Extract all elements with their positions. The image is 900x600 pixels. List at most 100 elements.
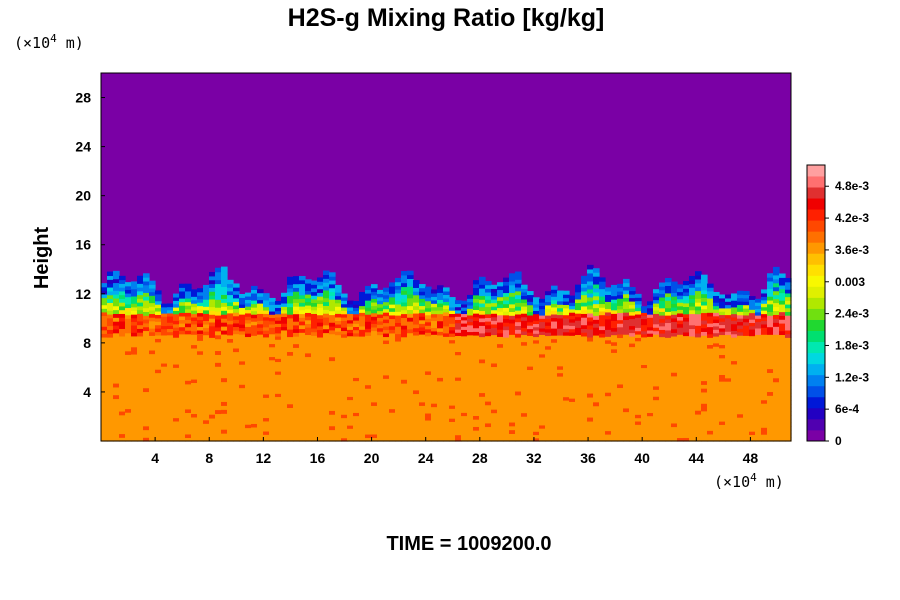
heatmap-cell: [149, 313, 156, 318]
heatmap-cell: [719, 397, 726, 402]
heatmap-cell: [317, 411, 324, 416]
heatmap-cell: [479, 396, 486, 401]
heatmap-cell: [203, 426, 210, 431]
heatmap-cell: [287, 332, 294, 338]
heatmap-cell: [149, 335, 156, 340]
heatmap-cell: [689, 392, 696, 397]
heatmap-cell: [479, 343, 486, 349]
heatmap-cell: [599, 318, 606, 323]
heatmap-cell: [161, 381, 168, 386]
heatmap-cell: [389, 336, 396, 341]
heatmap-cell: [137, 343, 144, 348]
heatmap-cell: [533, 339, 540, 344]
heatmap-cell: [107, 306, 114, 311]
heatmap-cell: [293, 396, 300, 401]
heatmap-cell: [143, 437, 150, 442]
heatmap-cell: [671, 357, 678, 362]
heatmap-cell: [317, 414, 324, 420]
heatmap-cell: [323, 382, 330, 388]
heatmap-cell: [257, 347, 264, 352]
heatmap-cell: [467, 427, 474, 432]
heatmap-cell: [191, 427, 198, 432]
heatmap-cell: [437, 391, 444, 396]
heatmap-cell: [635, 347, 642, 352]
heatmap-cell: [707, 423, 714, 428]
heatmap-cell: [587, 272, 594, 278]
heatmap-cell: [125, 412, 132, 417]
heatmap-cell: [269, 385, 276, 390]
heatmap-cell: [551, 380, 558, 386]
heatmap-cell: [737, 341, 744, 346]
heatmap-cell: [413, 338, 420, 343]
heatmap-cell: [287, 276, 294, 282]
heatmap-cell: [311, 349, 318, 355]
heatmap-cell: [497, 314, 504, 319]
heatmap-cell: [671, 288, 678, 294]
heatmap-cell: [419, 344, 426, 349]
heatmap-cell: [605, 385, 612, 390]
heatmap-cell: [371, 287, 378, 292]
heatmap-cell: [239, 434, 246, 439]
heatmap-cell: [485, 415, 492, 420]
heatmap-cell: [275, 383, 282, 388]
heatmap-cell: [719, 427, 726, 432]
heatmap-cell: [293, 298, 300, 303]
heatmap-cell: [179, 305, 186, 310]
heatmap-cell: [461, 319, 468, 324]
heatmap-cell: [653, 327, 660, 332]
heatmap-cell: [317, 433, 324, 438]
heatmap-cell: [323, 309, 330, 314]
heatmap-cell: [371, 437, 378, 442]
heatmap-cell: [545, 311, 552, 316]
heatmap-cell: [407, 336, 414, 341]
heatmap-cell: [689, 373, 696, 378]
heatmap-cell: [143, 425, 150, 431]
heatmap-cell: [719, 351, 726, 356]
heatmap-cell: [275, 393, 282, 398]
heatmap-cell: [101, 358, 108, 363]
heatmap-cell: [311, 335, 318, 340]
heatmap-cell: [287, 343, 294, 349]
heatmap-cell: [575, 316, 582, 321]
heatmap-cell: [359, 336, 366, 340]
heatmap-cell: [455, 412, 462, 416]
heatmap-cell: [269, 424, 276, 429]
heatmap-cell: [689, 380, 696, 386]
heatmap-cell: [695, 402, 702, 407]
heatmap-cell: [527, 389, 534, 394]
heatmap-cell: [431, 303, 438, 308]
heatmap-cell: [521, 433, 528, 439]
heatmap-cell: [479, 340, 486, 345]
heatmap-cell: [677, 437, 684, 442]
heatmap-cell: [623, 382, 630, 387]
heatmap-cell: [767, 307, 774, 312]
heatmap-cell: [233, 351, 240, 356]
heatmap-cell: [269, 408, 276, 413]
heatmap-cell: [707, 301, 714, 306]
heatmap-cell: [413, 305, 420, 310]
heatmap-cell: [551, 313, 558, 319]
heatmap-cell: [713, 390, 720, 395]
heatmap-cell: [425, 342, 432, 347]
heatmap-cell: [161, 375, 168, 380]
heatmap-cell: [485, 375, 492, 380]
heatmap-cell: [491, 288, 498, 293]
heatmap-cell: [659, 282, 666, 287]
heatmap-cell: [215, 303, 222, 308]
heatmap-cell: [497, 433, 504, 438]
heatmap-cell: [155, 403, 162, 408]
heatmap-cell: [431, 385, 438, 390]
heatmap-cell: [731, 323, 738, 328]
heatmap-cell: [773, 417, 780, 422]
heatmap-cell: [293, 366, 300, 371]
heatmap-cell: [563, 311, 570, 316]
heatmap-cell: [311, 295, 318, 300]
heatmap-cell: [521, 309, 528, 314]
heatmap-cell: [263, 346, 270, 351]
heatmap-cell: [413, 323, 420, 329]
heatmap-cell: [197, 423, 204, 428]
heatmap-cell: [533, 343, 540, 347]
heatmap-cell: [269, 320, 276, 325]
heatmap-cell: [605, 290, 612, 295]
heatmap-cell: [473, 404, 480, 409]
